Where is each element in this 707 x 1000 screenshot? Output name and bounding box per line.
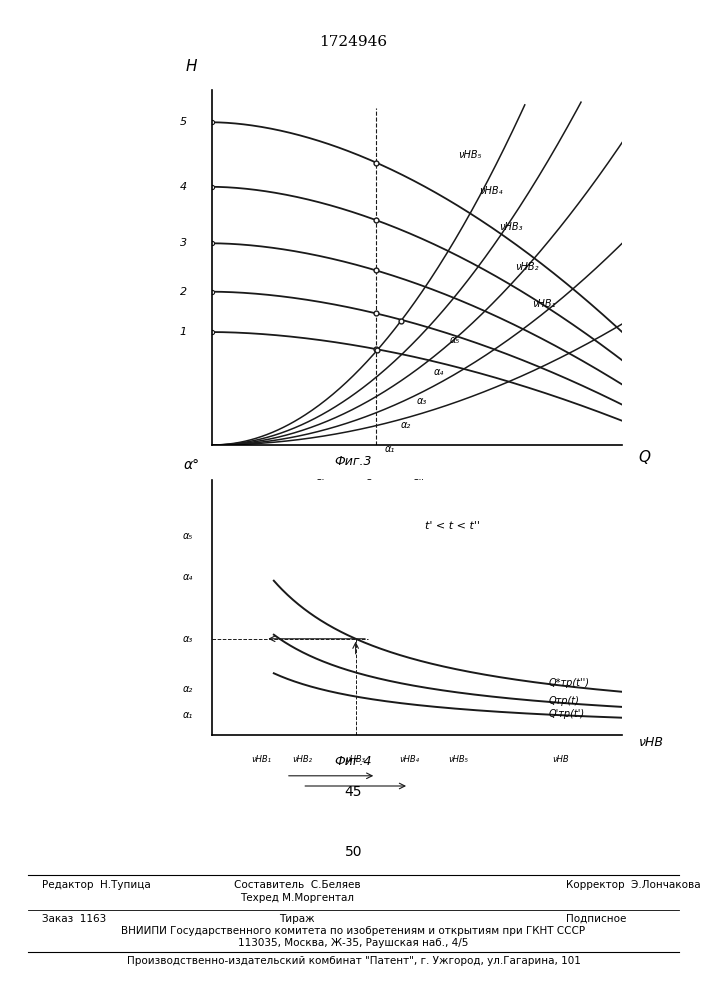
Text: νHB₅: νHB₅ xyxy=(458,150,481,160)
Text: Фиг.4: Фиг.4 xyxy=(334,755,373,768)
Text: α₁: α₁ xyxy=(182,710,192,720)
Text: Qтр.: Qтр. xyxy=(365,479,387,489)
Text: 5: 5 xyxy=(180,117,187,127)
Text: νHB₂: νHB₂ xyxy=(292,755,312,764)
Text: 45: 45 xyxy=(345,785,362,799)
Text: 3: 3 xyxy=(180,238,187,248)
Text: Составитель  С.Беляев: Составитель С.Беляев xyxy=(233,880,361,890)
Text: Q'тр(t'): Q'тр(t') xyxy=(549,709,585,719)
Text: α₃: α₃ xyxy=(417,396,427,406)
Text: νHB: νHB xyxy=(552,755,569,764)
Text: Производственно-издательский комбинат "Патент", г. Ужгород, ул.Гагарина, 101: Производственно-издательский комбинат "П… xyxy=(127,956,580,966)
Text: Q''тр.: Q''тр. xyxy=(411,479,439,489)
Text: 50: 50 xyxy=(345,845,362,859)
Text: Редактор  Н.Тупица: Редактор Н.Тупица xyxy=(42,880,151,890)
Text: α₅: α₅ xyxy=(450,335,460,345)
Text: Заказ  1163: Заказ 1163 xyxy=(42,914,107,924)
Text: Qтр(t): Qтр(t) xyxy=(549,696,579,706)
Text: νHB₂: νHB₂ xyxy=(515,262,539,272)
Text: νHB₁: νHB₁ xyxy=(251,755,271,764)
Text: Q'тр.: Q'тр. xyxy=(315,479,339,489)
Text: νHB₁: νHB₁ xyxy=(532,299,556,309)
Text: Фиг.3: Фиг.3 xyxy=(334,455,373,468)
Text: 2: 2 xyxy=(180,287,187,297)
Text: Q*тр(t''): Q*тр(t'') xyxy=(549,678,590,688)
Text: t' < t < t'': t' < t < t'' xyxy=(426,521,480,531)
Text: Q: Q xyxy=(638,450,650,465)
Text: Корректор  Э.Лончакова: Корректор Э.Лончакова xyxy=(566,880,700,890)
Text: Тираж: Тираж xyxy=(279,914,315,924)
Text: νHB₄: νHB₄ xyxy=(479,186,502,196)
Text: νHB₃: νHB₃ xyxy=(499,222,522,232)
Text: α₁: α₁ xyxy=(385,444,395,454)
Text: α₄: α₄ xyxy=(182,572,192,582)
Text: ВНИИПИ Государственного комитета по изобретениям и открытиям при ГКНТ СССР: ВНИИПИ Государственного комитета по изоб… xyxy=(122,926,585,936)
Text: α₂: α₂ xyxy=(182,684,192,694)
Text: νHB₅: νHB₅ xyxy=(448,755,468,764)
Text: νHB₄: νHB₄ xyxy=(399,755,419,764)
Text: H: H xyxy=(186,59,197,74)
Text: α₂: α₂ xyxy=(401,420,411,430)
Text: νHB₃: νHB₃ xyxy=(346,755,366,764)
Text: 1: 1 xyxy=(180,327,187,337)
Text: α₃: α₃ xyxy=(182,634,192,644)
Text: 4: 4 xyxy=(180,182,187,192)
Text: νHB: νHB xyxy=(638,736,664,749)
Text: Подписное: Подписное xyxy=(566,914,626,924)
Text: 113035, Москва, Ж-35, Раушская наб., 4/5: 113035, Москва, Ж-35, Раушская наб., 4/5 xyxy=(238,938,469,948)
Text: α₄: α₄ xyxy=(433,367,444,377)
Text: 1724946: 1724946 xyxy=(320,35,387,49)
Text: α°: α° xyxy=(184,458,199,472)
Text: Техред М.Моргентал: Техред М.Моргентал xyxy=(240,893,354,903)
Text: α₅: α₅ xyxy=(182,531,192,541)
